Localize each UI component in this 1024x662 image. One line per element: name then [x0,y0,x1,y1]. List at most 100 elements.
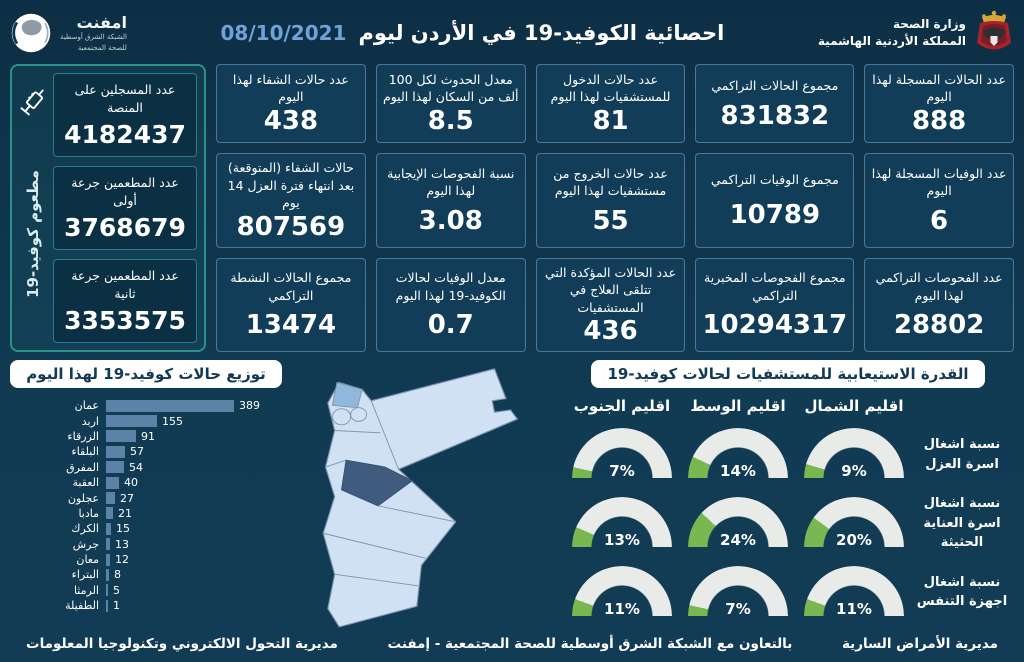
bar-value-label: 57 [130,445,144,459]
stat-label: عدد الحالات المسجلة لهذا اليوم [872,71,1006,105]
stat-card: عدد حالات الشفاء لهذا اليوم 438 [216,64,366,143]
gauge: 20% [804,496,904,550]
gauge-cell: 20% [804,496,904,550]
stat-label: مجموع الحالات التراكمي [711,77,839,93]
bar [106,415,157,428]
stat-value: 831832 [720,100,830,131]
bar [106,599,108,612]
bar-value-label: 21 [118,506,132,520]
bar-track: 155 [106,415,183,428]
header-bar: وزارة الصحة المملكة الأردنية الهاشمية اح… [10,6,1014,60]
bar-row: البلقاء 57 [12,444,282,459]
stat-label: معدل الوفيات لحالات الكوفيد-19 لهذا اليو… [395,270,506,303]
gauge-percent-label: 14% [720,462,756,480]
bar-row: الكرك 15 [12,521,282,536]
stat-card: عدد الحالات المؤكدة التي تتلقى العلاج في… [535,257,686,352]
bar-category-label: مادبا [78,506,99,520]
gauge-cell: 7% [572,428,672,481]
bar [106,430,136,443]
gauge-percent-label: 24% [720,530,756,549]
globe-icon [11,13,51,53]
stat-card: مجموع الحالات التراكمي 831832 [695,64,855,143]
bar-row: الرمثا 5 [12,583,282,598]
stat-value: 888 [911,106,967,137]
bar [106,568,109,581]
stat-card: مجموع الحالات النشطة التراكمي 13474 [216,257,366,352]
stat-value: 10789 [729,199,821,230]
footer-center: بالتعاون مع الشبكة الشرق أوسطية للصحة ال… [387,636,793,652]
gauge-cell: 9% [804,428,904,481]
report-date: 08/10/2021 [220,21,347,45]
distribution-title-banner: توزيع حالات كوفيد-19 لهذا اليوم [10,360,282,388]
stat-card: عدد حالات الدخول للمستشفيات لهذا اليوم 8… [535,64,686,143]
stat-card: نسبة الفحوصات الإيجابية لهذا اليوم 3.08 [375,153,526,248]
bar-category-label: البلقاء [71,445,99,459]
bar-row: جرش 13 [12,537,282,552]
bar-category-label: جرش [72,537,99,551]
stat-label: عدد الفحوصات التراكمي لهذا اليوم [875,270,1003,303]
bar-row: الزرقاء 91 [12,429,282,444]
gauge-percent-label: 20% [836,530,872,549]
bar-row: مادبا 21 [12,506,282,521]
gauge-cell: 14% [688,428,788,481]
country-outline [322,368,519,628]
footer-bar: مديرية الأمراض السارية بالتعاون مع الشبك… [10,632,1014,662]
bottom-section: القدرة الاستيعابية للمستشفيات لحالات كوف… [10,358,1014,632]
ministry-name: وزارة الصحة [892,16,966,31]
bar-chart: عمان 389 اربد 155 الزرقاء 91 البلقاء 57 … [10,398,282,613]
bar-track: 21 [106,507,132,520]
gauge-percent-label: 11% [604,599,640,618]
vaccination-panel: عدد المسجلين على المنصة 4182437 عدد المط… [10,64,206,352]
vaccination-stat-card: عدد المسجلين على المنصة 4182437 [53,73,197,157]
jordan-coat-of-arms-icon [977,10,1011,50]
bar [106,476,119,489]
kingdom-name: المملكة الأردنية الهاشمية [817,34,966,48]
stat-label: عدد حالات الشفاء لهذا اليوم [232,71,349,105]
stat-label: عدد الحالات المؤكدة التي تتلقى العلاج في… [545,264,677,315]
stat-label: عدد الوفيات المسجلة لهذا اليوم [871,165,1007,199]
region-column-header: اقليم الشمال [804,397,904,415]
gauge-row-label: نسبة اشغال اسرة العزل [923,437,1001,472]
stat-label: عدد حالات الخروج من مستشفيات لهذا اليوم [553,165,668,199]
cases-distribution-section: توزيع حالات كوفيد-19 لهذا اليوم عمان 389… [10,358,282,632]
bar [106,538,110,551]
stat-value: 807569 [236,211,346,242]
logo-subtitle-1: الشبكة الشرق أوسطية [60,33,127,41]
stat-label: حالات الشفاء (المتوقعة) بعد انتهاء فترة … [227,160,355,210]
stat-card: عدد حالات الخروج من مستشفيات لهذا اليوم … [535,153,686,248]
stat-value: 55 [592,205,629,236]
bar-track: 27 [106,492,134,505]
bar-category-label: البتراء [71,568,99,582]
gauge-percent-label: 13% [604,530,640,549]
stat-card: حالات الشفاء (المتوقعة) بعد انتهاء فترة … [216,153,366,248]
bar [106,522,111,535]
gauge-percent-label: 11% [836,599,872,618]
bar-value-label: 389 [239,399,260,413]
capacity-title-banner: القدرة الاستيعابية للمستشفيات لحالات كوف… [591,360,985,388]
vaccinated-side-label: مطعوم كوفيد-19 [24,170,42,298]
region-column-header: اقليم الوسط [690,397,786,415]
bar-track: 1 [106,599,120,612]
stat-value: 10294317 [702,310,848,341]
gauge: 7% [688,565,788,619]
vaccination-stat-value: 3353575 [64,305,186,335]
region-amman [341,459,414,507]
bar-category-label: عجلون [67,491,99,505]
bar-value-label: 8 [114,568,121,582]
gauge-row-label: نسبة اشغال اسرة العناية الحثيثة [923,496,1001,550]
vaccination-stat-label: عدد المسجلين على المنصة [74,82,176,115]
stat-label: مجموع الوفيات التراكمي [710,171,839,187]
bar-row: المفرق 54 [12,460,282,475]
bar-row: عمان 389 [12,398,282,413]
gauge: 14% [688,428,788,481]
bar-value-label: 27 [120,491,134,505]
logo-name: امفنت [76,13,127,32]
vaccination-stat-card: عدد المطعمين جرعة ثانية 3353575 [53,259,197,343]
logo-subtitle-2: للصحة المجتمعية [77,43,127,52]
gauge: 9% [804,428,904,481]
stat-value: 28802 [893,310,985,341]
stat-label: معدل الحدوث لكل 100 ألف من السكان لهذا ا… [382,71,519,105]
stat-value: 8.5 [427,106,474,137]
title-block: احصائية الكوفيد-19 في الأردن ليوم 08/10/… [127,21,818,45]
gauge: 7% [572,428,672,481]
